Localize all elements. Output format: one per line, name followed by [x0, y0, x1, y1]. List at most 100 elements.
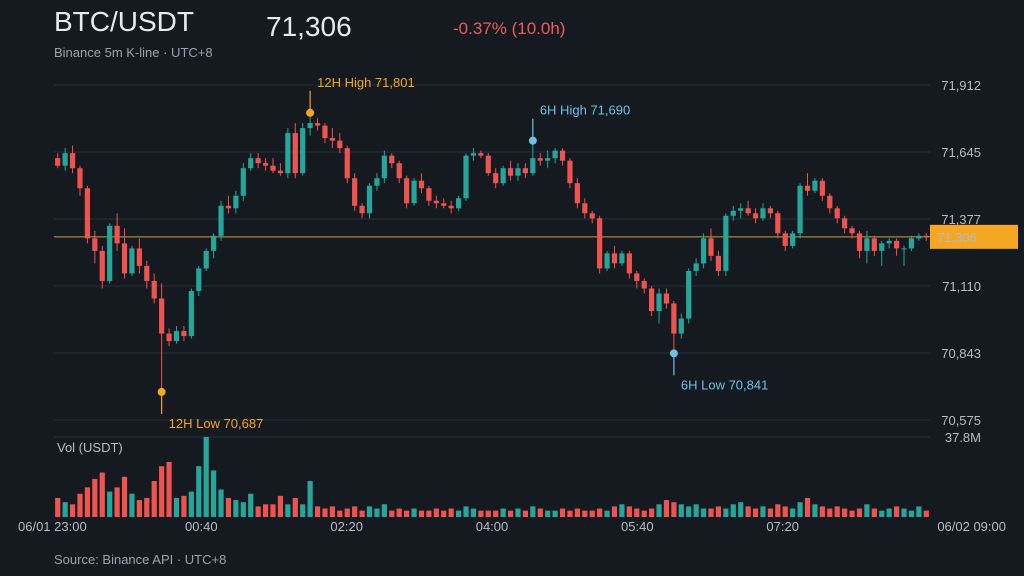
candle-body: [552, 150, 558, 159]
volume-bar: [782, 506, 788, 517]
volume-bar: [344, 508, 350, 517]
pair-title: BTC/USDT: [54, 6, 194, 37]
volume-bar: [812, 504, 818, 517]
candle-body: [129, 248, 135, 274]
candle-body: [656, 293, 662, 312]
candle-body: [901, 248, 907, 250]
volume-bar: [522, 510, 529, 517]
volume-bar: [463, 506, 469, 517]
volume-bar: [418, 510, 425, 517]
volume-bar: [886, 508, 892, 517]
candle-body: [708, 238, 714, 256]
candle-body: [240, 168, 246, 196]
volume-bar: [901, 508, 907, 517]
volume-bar: [233, 500, 239, 517]
price-tick-label: 71,377: [941, 212, 981, 227]
candle-body: [196, 268, 202, 291]
candle-body: [292, 133, 298, 174]
annotation-marker: [669, 349, 678, 358]
volume-bar: [218, 489, 224, 517]
candle-body: [797, 185, 803, 234]
candle-body: [121, 243, 128, 274]
candle-body: [381, 155, 387, 179]
x-tick-label: 00:40: [185, 519, 218, 534]
candle-body: [819, 180, 825, 196]
annotation-label: 12H High 71,801: [317, 75, 415, 90]
candle-body: [916, 235, 922, 239]
candle-body: [545, 158, 551, 161]
candle-body: [611, 253, 618, 264]
candle-body: [248, 158, 254, 169]
volume-bar: [834, 506, 840, 517]
candle-body: [233, 195, 239, 209]
candle-body: [767, 208, 773, 214]
candle-body: [856, 233, 863, 251]
volume-bar: [515, 508, 521, 517]
candle-body: [359, 205, 365, 214]
candle-body: [107, 225, 113, 281]
candle-body: [277, 170, 284, 174]
candle-body: [849, 228, 855, 234]
volume-bar: [485, 510, 491, 517]
candle-body: [559, 150, 566, 161]
volume-bar: [923, 510, 929, 517]
candle-body: [99, 250, 105, 281]
volume-bar: [819, 506, 825, 517]
volume-bar: [738, 502, 744, 517]
volume-label: Vol (USDT): [57, 440, 123, 455]
candle-body: [433, 200, 439, 204]
candle-body: [300, 128, 306, 174]
volume-bar: [871, 508, 877, 517]
x-tick-label: 06/02 09:00: [937, 519, 1006, 534]
volume-bar: [144, 497, 150, 517]
volume-bar: [277, 495, 284, 517]
volume-bar: [530, 506, 536, 517]
candle-body: [634, 273, 640, 281]
volume-bar: [285, 504, 291, 517]
volume-bar: [626, 506, 632, 517]
volume-bar: [99, 472, 105, 517]
volume-bar: [352, 506, 358, 517]
volume-bar: [211, 470, 217, 517]
candle-body: [411, 180, 417, 204]
candle-body: [626, 253, 632, 274]
volume-bar: [827, 508, 833, 517]
volume-bar: [196, 466, 202, 517]
volume-bar: [262, 504, 269, 517]
chart-subtitle: Binance 5m K-line · UTC+8: [54, 45, 213, 60]
x-tick-label: 07:20: [766, 519, 799, 534]
volume-bar: [604, 510, 610, 517]
volume-bar: [470, 508, 477, 517]
candle-body: [834, 208, 840, 219]
volume-bar: [775, 504, 781, 517]
candle-body: [693, 263, 699, 271]
candle-body: [574, 183, 580, 204]
volume-bar: [188, 491, 194, 517]
candle-body: [159, 298, 165, 334]
candle-body: [775, 213, 781, 234]
volume-bar: [916, 506, 922, 517]
volume-bar: [842, 508, 848, 517]
candle-body: [337, 140, 343, 149]
source-note: Source: Binance API · UTC+8: [54, 552, 227, 567]
volume-bar: [908, 510, 915, 517]
candle-body: [262, 163, 269, 166]
candle-body: [493, 173, 499, 184]
last-price-label: 71,306: [937, 230, 977, 245]
x-tick-label: 04:00: [476, 519, 509, 534]
volume-bar: [114, 487, 120, 517]
volume-bar: [314, 506, 321, 517]
annotation-marker: [528, 136, 537, 145]
candle-body: [448, 205, 454, 209]
x-tick-label: 02:20: [330, 519, 363, 534]
volume-max-label: 37.8M: [945, 430, 981, 445]
volume-bar: [700, 508, 707, 517]
volume-bar: [448, 508, 454, 517]
volume-bar: [55, 497, 61, 517]
volume-bar: [107, 491, 113, 517]
volume-bar: [307, 481, 313, 517]
candle-body: [893, 240, 900, 249]
candle-body: [307, 123, 313, 129]
price-tick-label: 70,843: [941, 346, 981, 361]
